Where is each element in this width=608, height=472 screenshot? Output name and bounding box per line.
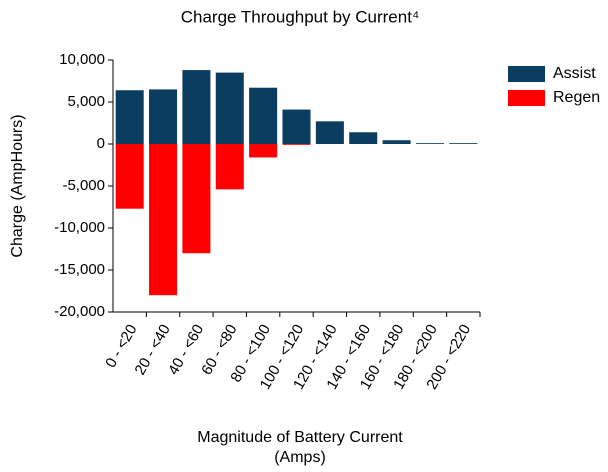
chart-title: Charge Throughput by Current⁴ bbox=[181, 7, 420, 26]
y-tick-label: -10,000 bbox=[54, 219, 105, 236]
y-tick-label: 5,000 bbox=[67, 93, 105, 110]
bar bbox=[249, 144, 278, 158]
y-axis-label: Charge (AmpHours) bbox=[9, 114, 26, 257]
bar bbox=[182, 144, 211, 254]
y-tick-label: 10,000 bbox=[59, 51, 105, 68]
bar bbox=[149, 144, 178, 296]
bar bbox=[415, 143, 444, 144]
bar bbox=[282, 109, 311, 144]
legend-label: Regen bbox=[553, 89, 600, 106]
bar bbox=[449, 143, 478, 144]
legend-swatch bbox=[508, 66, 545, 82]
bar bbox=[315, 121, 344, 144]
legend-swatch bbox=[508, 90, 545, 106]
bar bbox=[349, 132, 378, 144]
bar bbox=[115, 144, 144, 209]
y-tick-label: -15,000 bbox=[54, 261, 105, 278]
y-tick-label: 0 bbox=[97, 135, 105, 152]
bar bbox=[115, 90, 144, 144]
bar bbox=[382, 140, 411, 144]
y-tick-label: -5,000 bbox=[62, 177, 105, 194]
bar bbox=[182, 70, 211, 144]
legend-label: Assist bbox=[553, 65, 596, 82]
x-axis-label: (Amps) bbox=[274, 449, 326, 466]
bar bbox=[282, 144, 311, 145]
bar bbox=[249, 87, 278, 144]
bar bbox=[149, 89, 178, 144]
bar bbox=[215, 72, 244, 144]
y-tick-label: -20,000 bbox=[54, 303, 105, 320]
bar bbox=[215, 144, 244, 190]
x-axis-label: Magnitude of Battery Current bbox=[197, 429, 403, 446]
